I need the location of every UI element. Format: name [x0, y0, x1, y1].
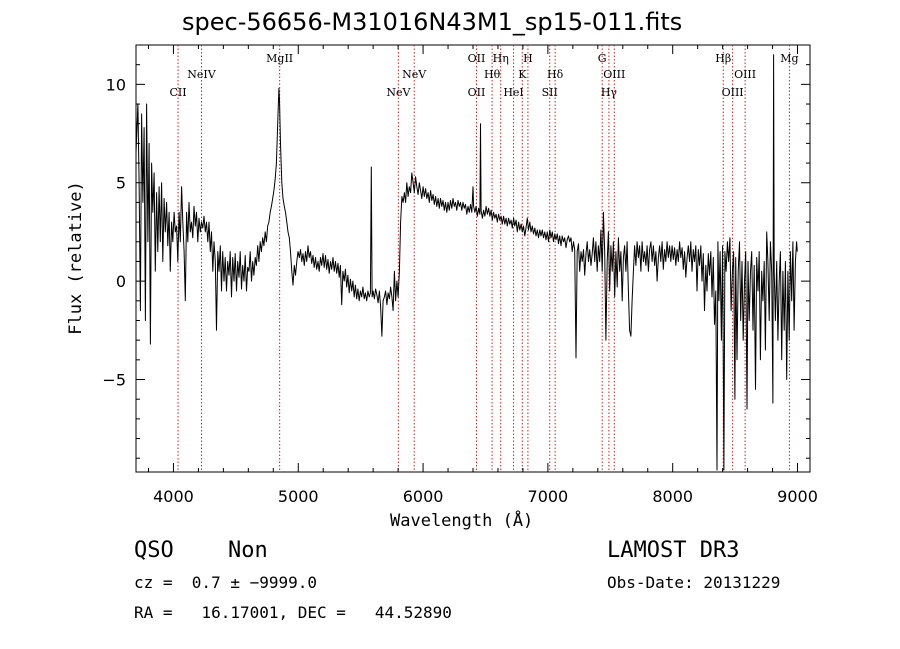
x-tick-label: 7000: [528, 487, 569, 506]
emission-line-label: NeV: [402, 68, 427, 81]
chart-title: spec-56656-M31016N43M1_sp15-011.fits: [182, 8, 683, 36]
x-tick-label: 4000: [153, 487, 194, 506]
emission-line-label: MgII: [266, 52, 293, 65]
obs-date-label: Obs-Date: 20131229: [607, 573, 781, 592]
emission-line-label: CII: [170, 86, 187, 99]
x-tick-label: 8000: [652, 487, 693, 506]
emission-line-label: OIII: [603, 68, 625, 81]
emission-line-label: Mg: [780, 52, 798, 65]
emission-line-label: Hγ: [601, 86, 618, 99]
x-axis-label: Wavelength (Å): [390, 511, 534, 531]
emission-line-label: Hδ: [547, 68, 564, 81]
emission-line-label: OIII: [722, 86, 744, 99]
emission-line-label: SII: [542, 86, 558, 99]
emission-line-label: OIII: [734, 68, 756, 81]
subclass-label: Non: [228, 538, 268, 563]
emission-line-label: K: [518, 68, 527, 81]
emission-line-label: Hβ: [715, 52, 731, 65]
coords-label: RA = 16.17001, DEC = 44.52890: [134, 603, 452, 622]
redshift-label: cz = 0.7 ± −9999.0: [134, 573, 318, 592]
emission-line-label: OII: [468, 52, 486, 65]
emission-line-label: NeIV: [187, 68, 216, 81]
x-tick-label: 5000: [278, 487, 319, 506]
y-tick-label: 5: [116, 174, 126, 193]
y-tick-label: 10: [106, 75, 126, 94]
spectrum-line: [135, 54, 798, 471]
emission-line-label: H: [523, 52, 533, 65]
y-axis-label: Flux (relative): [66, 181, 86, 335]
survey-label: LAMOST DR3: [607, 538, 740, 563]
emission-line-label: HeI: [503, 86, 523, 99]
emission-line-label: NeV: [386, 86, 411, 99]
emission-line-label: Hθ: [484, 68, 501, 81]
class-label: QSO: [134, 538, 174, 563]
emission-line-label: Hη: [493, 52, 509, 65]
emission-line-label: OII: [468, 86, 486, 99]
x-tick-label: 6000: [403, 487, 444, 506]
emission-line-label: G: [598, 52, 607, 65]
y-tick-label: 0: [116, 272, 126, 291]
y-tick-label: −5: [102, 371, 126, 390]
x-tick-label: 9000: [777, 487, 818, 506]
